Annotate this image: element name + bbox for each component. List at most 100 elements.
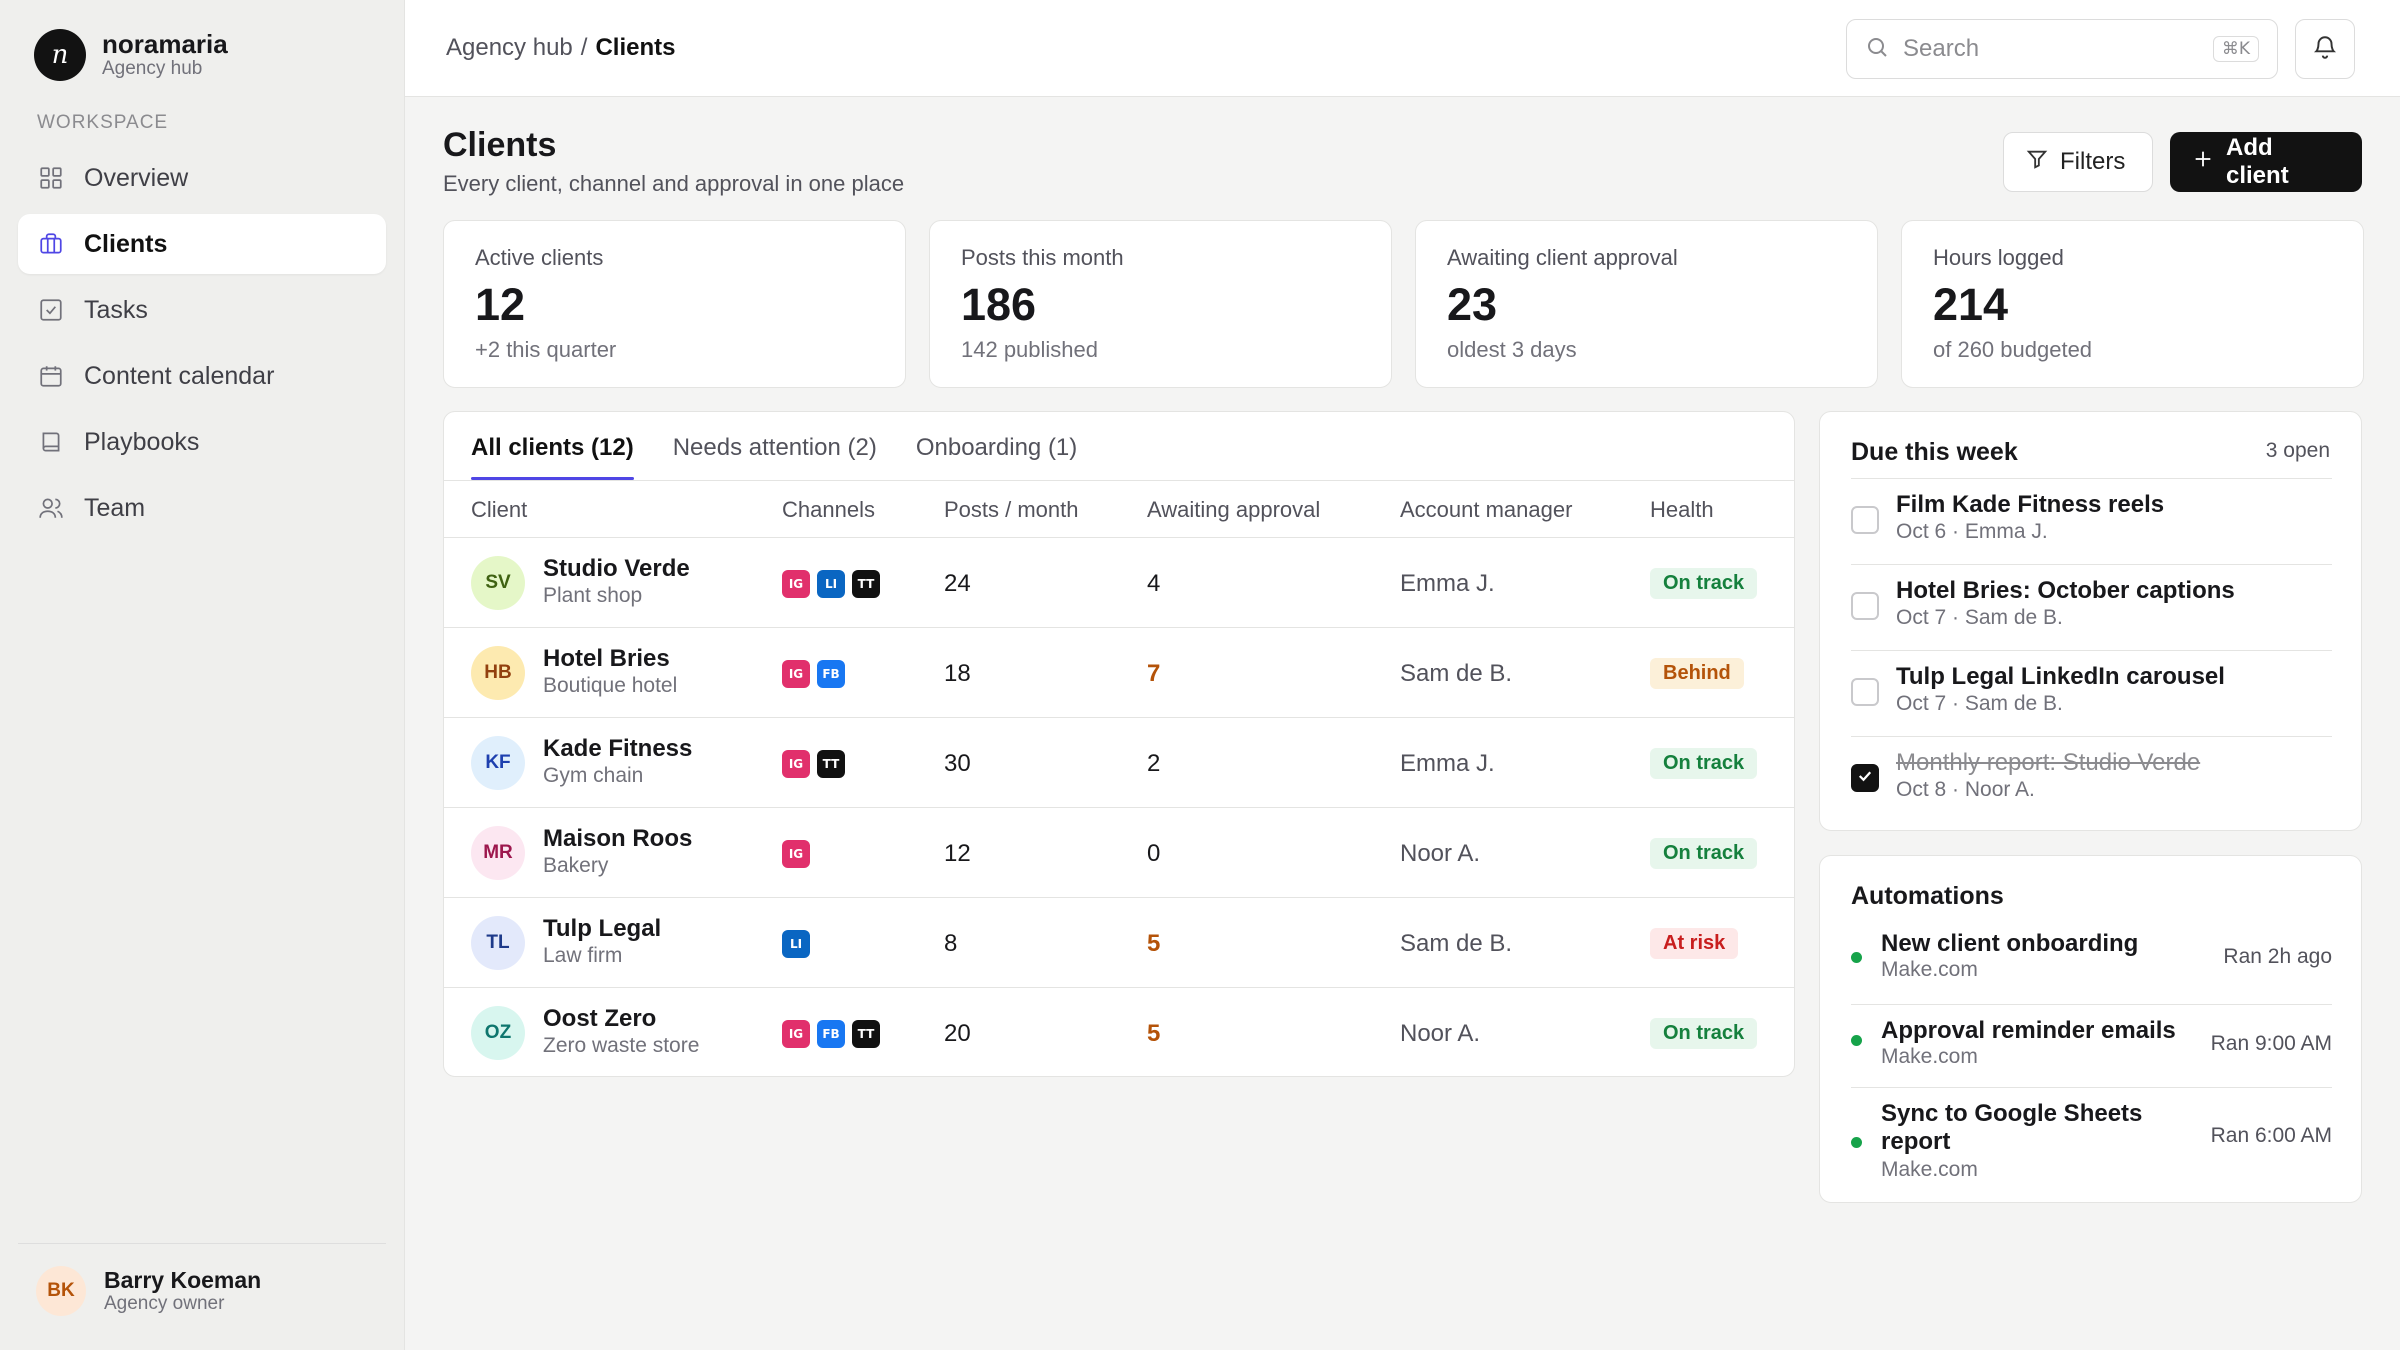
automation-item[interactable]: Approval reminder emails Make.com Ran 9:00… — [1851, 1005, 2332, 1088]
automation-item[interactable]: Sync to Google Sheets report Make.com Ran … — [1851, 1088, 2332, 1188]
checkbox-icon — [37, 296, 65, 324]
posts-per-month: 18 — [944, 660, 971, 687]
task-title[interactable]: Tulp Legal LinkedIn carousel — [1896, 663, 2225, 690]
client-type: Zero waste store — [543, 1034, 700, 1057]
client-type: Law firm — [543, 944, 623, 967]
breadcrumb-current: Clients — [595, 34, 676, 61]
posts-per-month: 30 — [944, 750, 971, 777]
due-task: Hotel Bries: October captions Oct 7 · Sam… — [1851, 565, 2332, 651]
channel-badges: IG FB TT — [782, 1020, 887, 1048]
column-header: Channels — [782, 497, 875, 522]
posts-per-month: 24 — [944, 570, 971, 597]
task-title[interactable]: Hotel Bries: October captions — [1896, 577, 2235, 604]
sidebar-item-team[interactable]: Team — [18, 478, 386, 538]
sidebar-item-playbooks[interactable]: Playbooks — [18, 412, 386, 472]
task-checkbox[interactable] — [1851, 592, 1879, 620]
sidebar-divider — [18, 1243, 386, 1244]
search-icon — [1865, 35, 1889, 64]
add-client-label: Add client — [2226, 134, 2289, 189]
account-manager: Emma J. — [1400, 750, 1495, 777]
posts-per-month: 20 — [944, 1020, 971, 1047]
filters-label: Filters — [2060, 148, 2126, 175]
sidebar-item-overview[interactable]: Overview — [18, 148, 386, 208]
table-row[interactable]: TL Tulp Legal Law firm LI 8 5 Sam de B. At risk — [444, 898, 1794, 988]
client-avatar: TL — [471, 916, 525, 970]
automation-title: New client onboarding — [1881, 930, 2139, 957]
client-name[interactable]: Kade Fitness — [543, 735, 693, 762]
stat-label: Awaiting client approval — [1447, 245, 1678, 270]
client-avatar: OZ — [471, 1006, 525, 1060]
table-row[interactable]: MR Maison Roos Bakery IG 12 0 Noor A. On track — [444, 808, 1794, 898]
notifications-button[interactable] — [2295, 19, 2355, 79]
task-meta: Oct 6 · Emma J. — [1896, 520, 2048, 543]
sidebar-item-label: Overview — [84, 163, 189, 192]
breadcrumb-parent[interactable]: Agency hub — [446, 34, 573, 61]
search-box[interactable]: ⌘K — [1846, 19, 2278, 79]
task-title[interactable]: Film Kade Fitness reels — [1896, 491, 2165, 518]
sidebar-item-clients[interactable]: Clients — [18, 214, 386, 274]
client-name[interactable]: Studio Verde — [543, 555, 690, 582]
awaiting-approval: 5 — [1147, 1020, 1161, 1047]
stat-value: 12 — [475, 279, 526, 330]
task-checkbox[interactable] — [1851, 506, 1879, 534]
table-row[interactable]: OZ Oost Zero Zero waste store IG FB TT 20 5 Noor… — [444, 988, 1794, 1076]
account-manager: Sam de B. — [1400, 930, 1513, 957]
task-meta: Oct 7 · Sam de B. — [1896, 692, 2063, 715]
brand[interactable]: n noramaria Agency hub — [34, 29, 228, 81]
client-name[interactable]: Oost Zero — [543, 1005, 657, 1032]
table-row[interactable]: SV Studio Verde Plant shop IG LI TT 24 4 Emma J.… — [444, 538, 1794, 628]
task-meta: Oct 7 · Sam de B. — [1896, 606, 2063, 629]
stat-value: 23 — [1447, 279, 1498, 330]
task-checkbox[interactable] — [1851, 678, 1879, 706]
client-name[interactable]: Hotel Bries — [543, 645, 670, 672]
status-badge: On track — [1650, 568, 1758, 599]
task-checkbox[interactable] — [1851, 764, 1879, 792]
sidebar-item-tasks[interactable]: Tasks — [18, 280, 386, 340]
awaiting-approval: 5 — [1147, 930, 1161, 957]
stat-label: Posts this month — [961, 245, 1124, 270]
automation-last-run: Ran 2h ago — [2223, 945, 2332, 968]
table-row[interactable]: HB Hotel Bries Boutique hotel IG FB 18 7 Sam de… — [444, 628, 1794, 718]
automations-title: Automations — [1851, 882, 2004, 910]
column-header[interactable]: Health — [1650, 497, 1714, 522]
automation-item[interactable]: New client onboarding Make.com Ran 2h ago — [1851, 922, 2332, 1005]
status-badge: On track — [1650, 1018, 1758, 1049]
calendar-icon — [37, 362, 65, 390]
account-manager: Sam de B. — [1400, 660, 1513, 687]
add-client-button[interactable]: Add client — [2170, 132, 2362, 192]
client-name[interactable]: Tulp Legal — [543, 915, 662, 942]
client-name[interactable]: Maison Roos — [543, 825, 693, 852]
channel-badge-fb: FB — [817, 660, 845, 688]
filters-button[interactable]: Filters — [2003, 132, 2153, 192]
clients-table-card: All clients (12) Needs attention (2) Onboa… — [443, 411, 1795, 1077]
task-title[interactable]: Monthly report: Studio Verde — [1896, 749, 2201, 776]
page-title: Clients — [443, 126, 557, 164]
stat-note: 142 published — [961, 337, 1099, 362]
channel-badge-ig: IG — [782, 1020, 810, 1048]
status-dot — [1851, 952, 1862, 963]
sidebar-item-label: Clients — [84, 229, 168, 258]
sidebar-item-content-calendar[interactable]: Content calendar — [18, 346, 386, 406]
task-meta: Oct 8 · Noor A. — [1896, 778, 2035, 801]
bell-icon — [2312, 34, 2338, 65]
tab-2[interactable]: Onboarding (1) — [915, 434, 1078, 461]
page-subtitle: Every client, channel and approval in on… — [443, 171, 905, 196]
automation-source: Make.com — [1881, 1045, 1978, 1068]
tab-1[interactable]: Needs attention (2) — [672, 434, 877, 461]
column-header[interactable]: Posts / month — [944, 497, 1079, 522]
column-header[interactable]: Awaiting approval — [1147, 497, 1321, 522]
column-header: Client — [471, 497, 528, 522]
stat-note: of 260 budgeted — [1933, 337, 2093, 362]
user-profile[interactable]: BK Barry Koeman Agency owner — [36, 1266, 261, 1316]
sidebar-item-label: Tasks — [84, 295, 148, 324]
search-input[interactable] — [1903, 35, 2183, 63]
client-type: Bakery — [543, 854, 609, 877]
channel-badge-ig: IG — [782, 660, 810, 688]
stat-note: +2 this quarter — [475, 337, 617, 362]
column-header[interactable]: Account manager — [1400, 497, 1573, 522]
automation-last-run: Ran 9:00 AM — [2210, 1032, 2332, 1055]
channel-badges: IG — [782, 840, 817, 868]
tab-0[interactable]: All clients (12) — [471, 412, 634, 480]
table-row[interactable]: KF Kade Fitness Gym chain IG TT 30 2 Emma J. On … — [444, 718, 1794, 808]
automation-title: Approval reminder emails — [1881, 1017, 2176, 1044]
